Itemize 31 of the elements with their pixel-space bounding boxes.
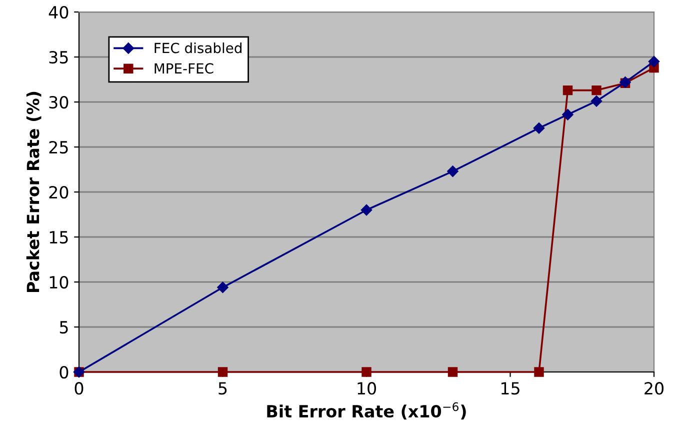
point (533, 122, 545, 134)
legend-label: FEC disabled (154, 42, 242, 54)
x-tick-label: 10 (358, 382, 376, 395)
point (562, 108, 574, 120)
point (218, 367, 228, 377)
x-tick-label: 0 (74, 382, 84, 395)
x-tick-label: 15 (501, 382, 520, 395)
point (360, 204, 372, 216)
y-axis-title: Packet Error Rate (%) (26, 92, 42, 292)
x-axis-title: Bit Error Rate (x10$^{−6}$) (267, 402, 466, 420)
point (448, 367, 458, 377)
point (592, 85, 602, 96)
y-tick-label: 30 (49, 96, 68, 109)
y-tick-label: 20 (49, 186, 68, 199)
y-tick-label: 15 (50, 231, 68, 244)
point (217, 282, 228, 294)
y-tick-label: 10 (50, 276, 68, 289)
y-tick-label: 5 (60, 321, 68, 334)
y-tick-label: 35 (49, 50, 68, 64)
point (534, 367, 544, 377)
x-tick-label: 5 (218, 382, 227, 395)
y-tick-label: 40 (48, 6, 68, 19)
x-tick-label: 20 (644, 382, 664, 395)
point (648, 56, 660, 68)
point (362, 367, 372, 377)
y-tick-label: 25 (49, 140, 68, 154)
point (562, 85, 573, 96)
y-tick-label: 0 (60, 366, 68, 379)
legend-label: MPE-FEC (154, 63, 214, 74)
point (590, 95, 602, 107)
point (447, 166, 458, 177)
